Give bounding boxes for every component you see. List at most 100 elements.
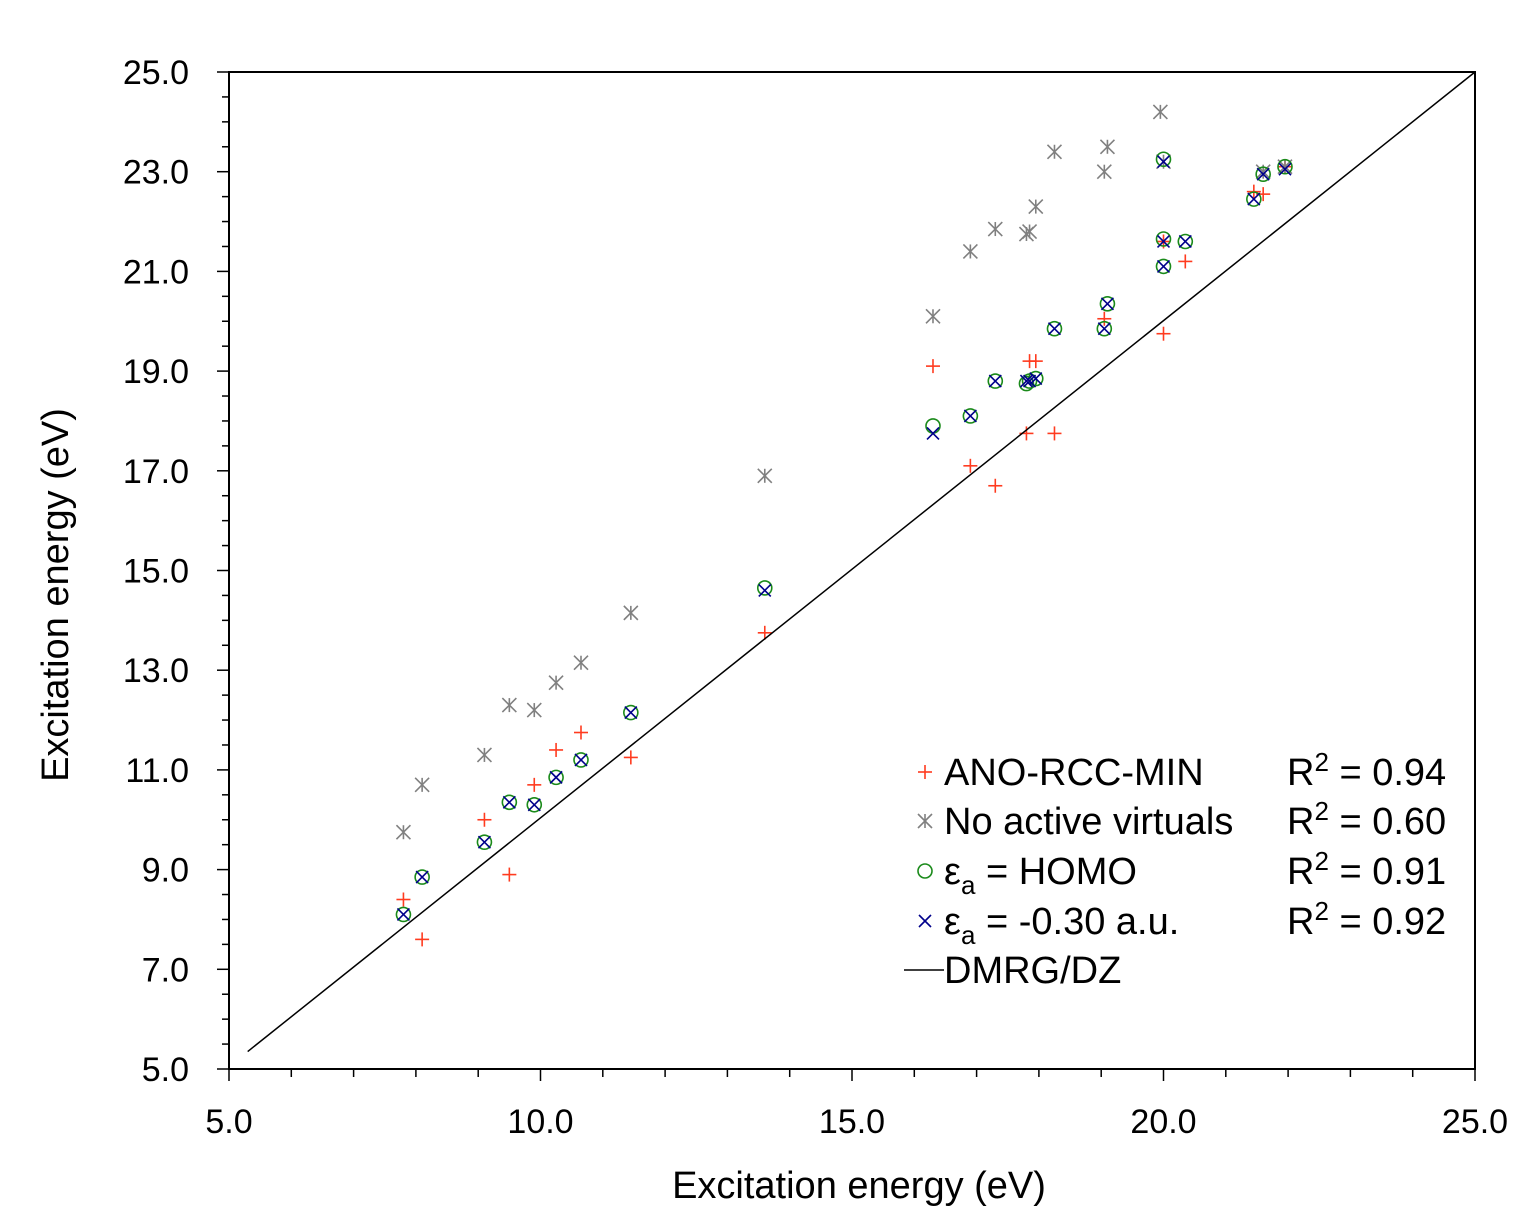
- eps-point: [1019, 374, 1034, 388]
- homo-point: [1155, 231, 1172, 247]
- legend: ANO-RCC-MIN No active virtuals εa = HOMO…: [904, 747, 1446, 992]
- eps-point: [758, 583, 772, 598]
- noactive-point: [757, 468, 773, 484]
- ano-point: [1028, 354, 1043, 369]
- x-axis-ticks: [228, 1069, 1476, 1081]
- homo-point: [1046, 320, 1063, 337]
- r2-ano-sup: 2: [1314, 747, 1328, 777]
- ano-point: [1047, 426, 1062, 441]
- homo-point: [526, 796, 543, 813]
- homo-point: [987, 373, 1004, 389]
- ano-point: [963, 458, 978, 473]
- legend-label-noactive: No active virtuals: [944, 801, 1233, 843]
- ano-point: [988, 478, 1003, 493]
- eps-point: [502, 795, 516, 809]
- noactive-point: [1028, 199, 1044, 215]
- legend-marker-noactive: [917, 813, 933, 829]
- x-tick-label: 5.0: [205, 1103, 252, 1141]
- homo-point: [1246, 191, 1262, 207]
- x-tick-label: 25.0: [1442, 1103, 1508, 1141]
- series-noactive: [395, 104, 1293, 840]
- eps-point: [1047, 322, 1062, 336]
- eps-point: [1156, 259, 1171, 273]
- series-eps: [396, 155, 1292, 922]
- noactive-point: [623, 605, 639, 621]
- ano-point: [477, 812, 492, 827]
- homo-point: [925, 418, 941, 434]
- ano-point: [757, 625, 772, 640]
- y-tick-label: 11.0: [125, 752, 189, 790]
- eps-point: [1029, 372, 1043, 386]
- plot-area: [247, 71, 1476, 1053]
- eps-point: [1247, 192, 1261, 206]
- eps-point: [549, 770, 563, 784]
- legend-label-eps: εa = -0.30 a.u.: [944, 901, 1179, 950]
- legend-label-ano: ANO-RCC-MIN: [944, 752, 1204, 794]
- homo-point: [395, 906, 412, 923]
- noactive-point: [395, 824, 412, 840]
- noactive-point: [501, 697, 517, 713]
- r2-ano-value: = 0.94: [1329, 752, 1446, 794]
- ano-point: [527, 777, 542, 792]
- noactive-point: [548, 675, 564, 691]
- y-tick-label: 5.0: [142, 1051, 189, 1089]
- y-tick-label: 19.0: [123, 353, 189, 391]
- homo-point: [1155, 151, 1172, 168]
- series-homo: [395, 151, 1293, 923]
- r2-homo: R2 = 0.91: [1287, 846, 1446, 893]
- r2-noactive: R2 = 0.60: [1287, 796, 1446, 843]
- homo-point: [962, 408, 979, 424]
- eps-point: [415, 870, 429, 884]
- noactive-point: [925, 308, 941, 324]
- r2-eps-sup: 2: [1314, 896, 1328, 926]
- y-tick-label: 15.0: [123, 553, 189, 591]
- eps-point: [1256, 167, 1270, 181]
- eps-point: [396, 907, 411, 922]
- r2-noactive-r: R: [1287, 801, 1314, 843]
- legend-label-homo: εa = HOMO: [944, 851, 1137, 900]
- legend-homo-sub: a: [961, 870, 976, 900]
- ano-point: [396, 892, 411, 907]
- homo-point: [1277, 158, 1293, 175]
- y-tick-label: 13.0: [123, 652, 189, 690]
- ano-point: [549, 742, 564, 757]
- noactive-point: [1152, 104, 1168, 120]
- x-axis-title: Excitation energy (eV): [672, 1165, 1046, 1207]
- dmrg-reference-line: [247, 71, 1476, 1053]
- ano-point: [623, 750, 638, 765]
- r2-eps-r: R: [1287, 901, 1314, 943]
- r2-noactive-sup: 2: [1314, 796, 1328, 826]
- eps-point: [1100, 297, 1114, 311]
- y-tick-label: 21.0: [123, 253, 189, 291]
- y-axis-ticks: [217, 71, 229, 1070]
- legend-markers: [904, 765, 944, 971]
- y-tick-label: 25.0: [123, 54, 189, 92]
- x-tick-label: 15.0: [819, 1103, 885, 1141]
- y-axis-title: Excitation energy (eV): [35, 408, 77, 782]
- eps-point: [1156, 234, 1171, 249]
- r2-homo-sup: 2: [1314, 846, 1328, 876]
- y-tick-label: 7.0: [142, 951, 189, 989]
- eps-point: [926, 426, 940, 440]
- legend-eps-rest: = -0.30 a.u.: [975, 901, 1179, 943]
- eps-point: [527, 798, 541, 812]
- noactive-point: [962, 243, 978, 260]
- homo-point: [476, 834, 493, 850]
- ano-point: [1178, 254, 1193, 269]
- noactive-point: [1099, 139, 1115, 155]
- r2-ano: R2 = 0.94: [1287, 747, 1446, 794]
- homo-point: [548, 769, 564, 786]
- eps-point: [1278, 162, 1292, 176]
- homo-point: [1096, 320, 1113, 337]
- ano-point: [925, 359, 940, 374]
- eps-point: [1178, 234, 1192, 249]
- r2-eps: R2 = 0.92: [1287, 896, 1446, 943]
- x-tick-label: 20.0: [1130, 1103, 1196, 1141]
- noactive-point: [1046, 144, 1063, 160]
- legend-marker-ano: [918, 765, 932, 779]
- ano-point: [573, 725, 588, 740]
- ano-point: [415, 932, 430, 947]
- r2-homo-value: = 0.91: [1329, 851, 1446, 893]
- noactive-point: [573, 655, 589, 671]
